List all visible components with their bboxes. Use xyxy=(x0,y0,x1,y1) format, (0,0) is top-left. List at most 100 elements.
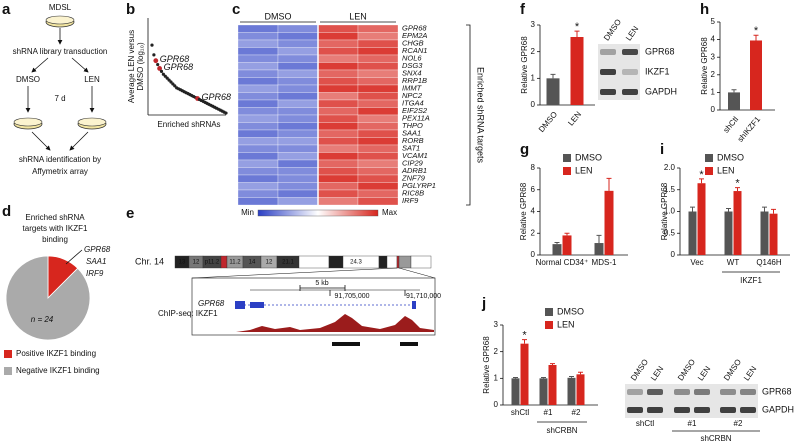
heatmap-cell xyxy=(317,84,359,93)
bar xyxy=(567,377,576,405)
x-tick-label: #1 xyxy=(544,408,553,417)
step-text: shRNA library transduction xyxy=(13,47,108,56)
arrow xyxy=(31,57,49,73)
annotation: GPR68 xyxy=(164,62,194,72)
error-bar xyxy=(753,34,759,41)
bar xyxy=(688,211,697,255)
legend-label: LEN xyxy=(557,319,575,329)
legend-swatch xyxy=(705,167,713,175)
pie-label: IRF9 xyxy=(86,269,104,278)
panel-label: c xyxy=(232,1,240,18)
bar xyxy=(520,343,529,405)
chromosome-band xyxy=(410,255,432,269)
x-tick-label: Q146H xyxy=(756,258,782,267)
protein-label: GPR68 xyxy=(645,46,675,56)
heatmap-cell xyxy=(317,77,359,86)
row-label: GPR68 xyxy=(402,24,427,33)
x-tick-label: shCtl xyxy=(722,115,741,135)
error-bar xyxy=(606,177,612,191)
heatmap-cell xyxy=(277,47,319,56)
heatmap-cell xyxy=(237,99,279,108)
group-label: #1 xyxy=(688,419,697,428)
row-label: NOL6 xyxy=(402,54,422,63)
column-header: LEN xyxy=(349,11,367,21)
y-tick-label: 4 xyxy=(711,35,716,44)
bar xyxy=(724,211,733,255)
heatmap-cell xyxy=(237,182,279,191)
blot-band xyxy=(622,69,638,75)
heatmap-cell xyxy=(277,122,319,131)
row-label: THPO xyxy=(402,121,423,130)
heatmap-cell xyxy=(277,167,319,176)
error-bar xyxy=(735,187,740,192)
blot-band xyxy=(627,407,643,413)
chromosome-band xyxy=(396,255,400,269)
y-tick-label: 1 xyxy=(711,88,716,97)
heatmap-cell xyxy=(277,174,319,183)
legend-label: Positive IKZF1 binding xyxy=(16,349,96,358)
x-tick-label: shIKZF1 xyxy=(736,114,763,143)
x-tick-label: Vec xyxy=(690,258,703,267)
step-text: shRNA identification by xyxy=(19,155,101,164)
chromosome-band xyxy=(298,255,330,269)
heatmap-cell xyxy=(277,137,319,146)
heatmap-cell xyxy=(277,32,319,41)
blot-band xyxy=(600,49,616,55)
y-tick-label: 1.0 xyxy=(664,207,676,216)
significance: * xyxy=(575,21,580,33)
error-bar xyxy=(522,339,527,344)
y-axis-label: Relative GPR68 xyxy=(700,37,709,95)
blot-band xyxy=(622,49,638,55)
x-tick-label: DMSO xyxy=(537,110,559,134)
row-label: CHGB xyxy=(402,39,424,48)
heatmap-cell xyxy=(277,24,319,33)
heatmap-cell xyxy=(237,69,279,78)
panel-label: a xyxy=(2,1,11,18)
panel-label: f xyxy=(520,1,526,18)
blot-band xyxy=(694,407,710,413)
band-label: 13 xyxy=(179,260,186,266)
row-label: SAT1 xyxy=(402,144,420,153)
x-tick-label: MDS-1 xyxy=(592,258,617,267)
blot-band xyxy=(720,407,736,413)
heatmap-cell xyxy=(277,197,319,206)
point xyxy=(159,69,164,73)
heatmap-cell xyxy=(277,39,319,48)
heatmap-cell xyxy=(277,99,319,108)
legend-label: LEN xyxy=(575,165,593,175)
error-bar xyxy=(771,208,776,214)
heatmap-cell xyxy=(277,92,319,101)
x-tick-label: LEN xyxy=(566,110,583,128)
band-label: 14 xyxy=(249,260,256,266)
blot-band xyxy=(740,407,756,413)
heatmap-cell xyxy=(317,152,359,161)
heatmap-cell xyxy=(357,24,399,33)
pie-label: GPR68 xyxy=(84,245,111,254)
row-label: SNX4 xyxy=(402,69,422,78)
heatmap-cell xyxy=(237,107,279,116)
point xyxy=(150,43,154,47)
chromosome-band xyxy=(398,255,412,269)
heatmap-cell xyxy=(277,129,319,138)
heatmap-cell xyxy=(237,122,279,131)
y-axis-label: Relative GPR68 xyxy=(519,182,528,240)
error-bar xyxy=(699,178,704,184)
y-tick-label: 4 xyxy=(531,207,536,216)
heatmap-cell xyxy=(357,182,399,191)
blot-band xyxy=(600,89,616,95)
heatmap-cell xyxy=(237,62,279,71)
heatmap-cell xyxy=(277,84,319,93)
bar xyxy=(728,92,740,110)
arrow xyxy=(31,131,51,151)
error-bar xyxy=(550,363,555,365)
point xyxy=(156,62,160,67)
y-tick-label: 1.5 xyxy=(664,185,676,194)
heatmap-cell xyxy=(357,129,399,138)
lane-label: LEN xyxy=(649,364,665,382)
bar xyxy=(697,183,706,255)
legend-swatch xyxy=(705,154,713,162)
row-label: ZNF79 xyxy=(401,174,426,183)
x-tick-label: shCtl xyxy=(511,408,529,417)
heatmap-cell xyxy=(357,114,399,123)
heatmap-cell xyxy=(317,189,359,198)
